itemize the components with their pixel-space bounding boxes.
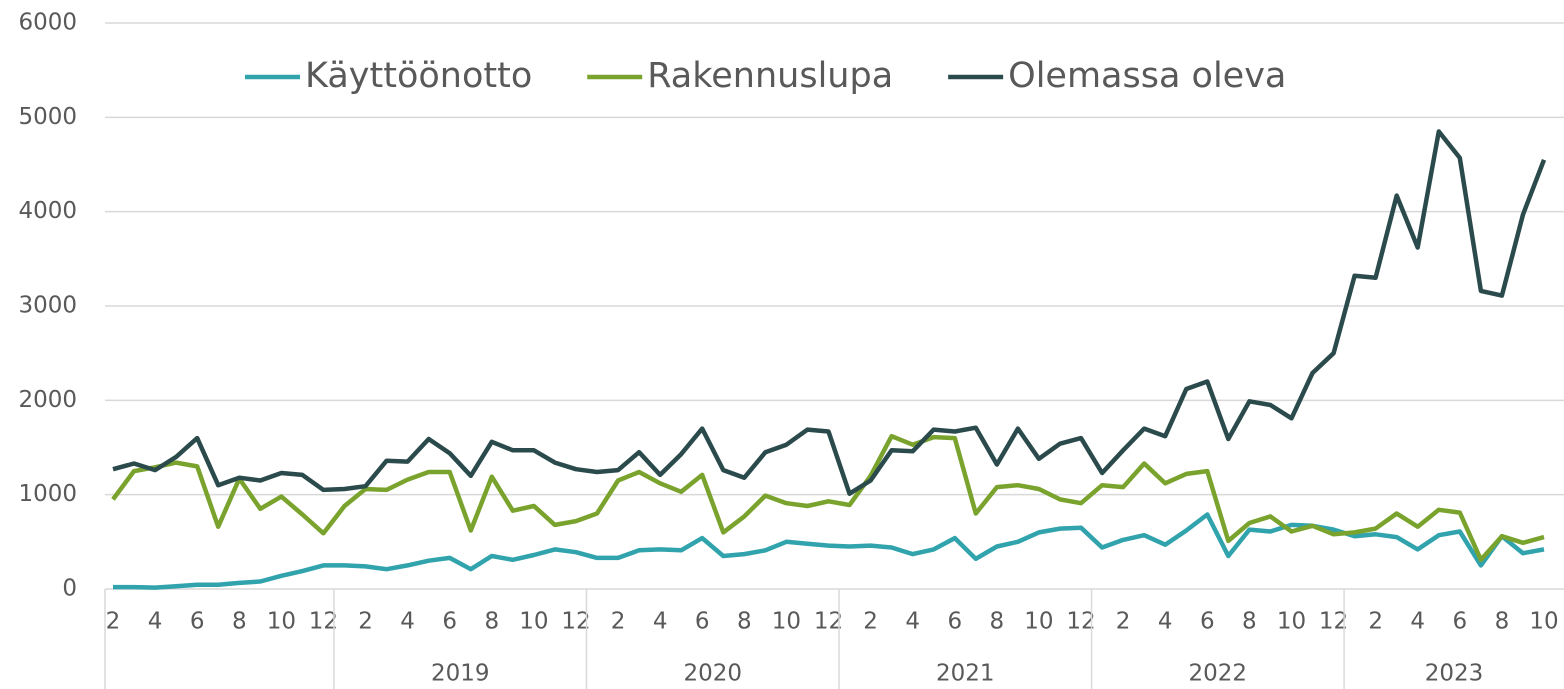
y-tick-label: 0 [62,576,77,602]
x-tick-label: 4 [148,609,163,635]
x-tick-label: 10 [267,609,296,635]
x-tick-label: 8 [1495,609,1510,635]
x-tick-label: 4 [1158,609,1173,635]
x-tick-label: 10 [519,609,548,635]
x-tick-label: 6 [695,609,710,635]
x-tick-label: 2 [1368,609,1383,635]
x-tick-label: 8 [990,609,1005,635]
x-tick-label: 6 [190,609,205,635]
legend-label: Olemassa oleva [1008,56,1286,96]
legend-label: Rakennuslupa [647,56,893,96]
y-tick-label: 1000 [18,481,77,507]
x-tick-label: 2 [106,609,121,635]
x-tick-label: 6 [1453,609,1468,635]
x-tick-label: 2 [1116,609,1131,635]
x-tick-label: 6 [947,609,962,635]
x-tick-label: 8 [484,609,499,635]
y-tick-label: 2000 [18,387,77,413]
x-tick-label: 12 [814,609,843,635]
x-tick-label: 4 [905,609,920,635]
x-tick-label: 4 [653,609,668,635]
line-series [111,433,1545,563]
x-tick-label: 10 [772,609,801,635]
x-tick-label: 6 [442,609,457,635]
y-tick-label: 3000 [18,293,77,319]
x-tick-label: 8 [232,609,247,635]
x-tick-label: 2 [863,609,878,635]
y-tick-label: 6000 [18,10,77,36]
x-group-label: 2021 [936,661,995,687]
x-tick-label: 10 [1277,609,1306,635]
x-group-label: 2019 [431,661,490,687]
x-tick-label: 12 [1319,609,1348,635]
x-tick-label: 10 [1024,609,1053,635]
x-tick-label: 8 [737,609,752,635]
y-tick-label: 5000 [18,104,77,130]
x-tick-label: 2 [358,609,373,635]
x-tick-label: 12 [309,609,338,635]
x-group-label: 2023 [1425,661,1484,687]
x-tick-label: 12 [1066,609,1095,635]
legend-label: Käyttöönotto [305,56,532,96]
line-series [112,129,1547,496]
x-tick-label: 4 [1410,609,1425,635]
x-tick-label: 6 [1200,609,1215,635]
x-tick-label: 10 [1529,609,1558,635]
x-tick-label: 2 [611,609,626,635]
x-tick-label: 8 [1242,609,1257,635]
x-tick-label: 4 [400,609,415,635]
x-tick-label: 12 [561,609,590,635]
x-group-label: 2022 [1189,661,1248,687]
x-group-label: 2020 [683,661,742,687]
y-tick-label: 4000 [18,198,77,224]
